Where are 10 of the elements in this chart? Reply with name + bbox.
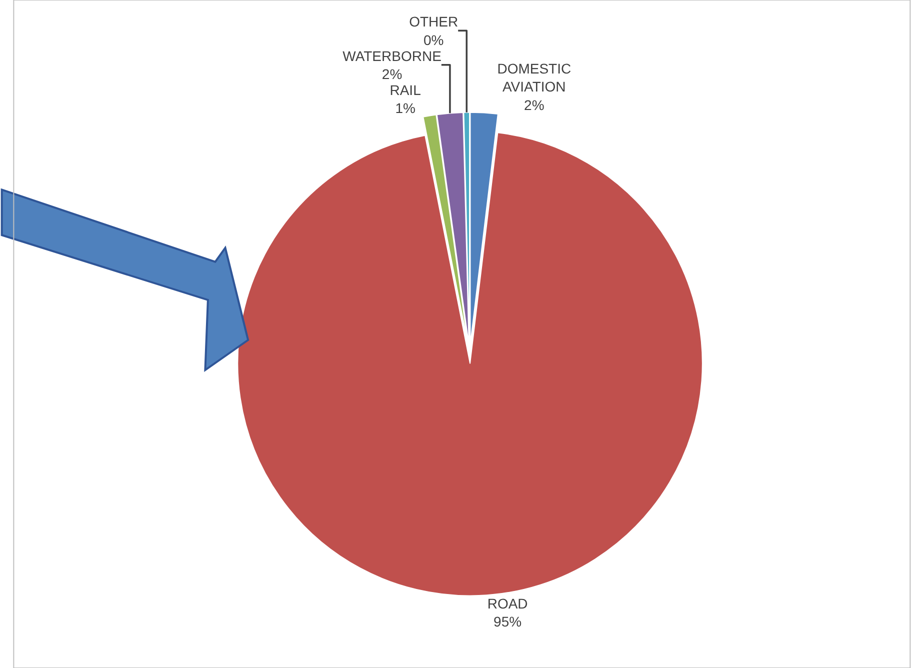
data-label: 1% (395, 100, 416, 116)
data-label: 0% (423, 32, 444, 48)
slice-label: WATERBORNE (342, 48, 442, 64)
data-label: 2% (524, 96, 544, 113)
slice-label: OTHER (409, 14, 458, 30)
slice-label: ROAD (487, 596, 528, 612)
data-label: 95% (494, 614, 522, 630)
slice-label: DOMESTIC AVIATION (497, 60, 572, 95)
slice-label: RAIL (390, 82, 422, 98)
data-label: 2% (382, 66, 402, 82)
